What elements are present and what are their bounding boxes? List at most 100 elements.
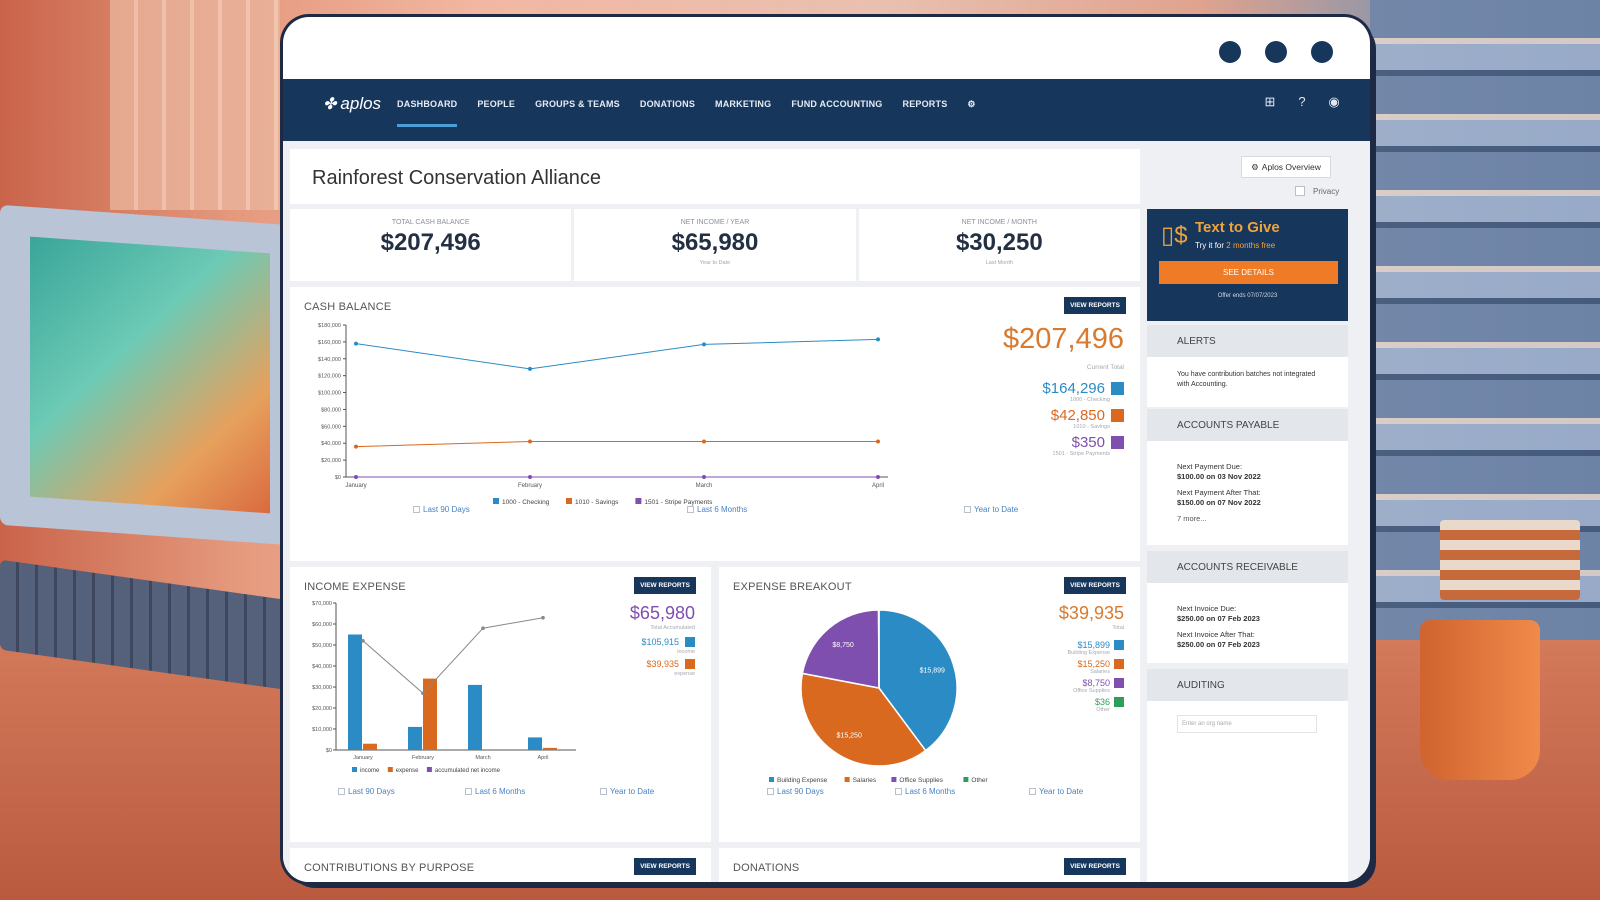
income-expense-panel: INCOME EXPENSE VIEW REPORTS $0 $10,000 $20… bbox=[290, 567, 711, 842]
eb-total-caption: Total bbox=[1112, 625, 1124, 631]
contributions-panel: CONTRIBUTIONS BY PURPOSE VIEW REPORTS bbox=[290, 848, 711, 882]
account-row: $350 bbox=[1072, 434, 1124, 451]
range-year-to-date[interactable]: Year to Date bbox=[964, 505, 1018, 514]
kpi-row: TOTAL CASH BALANCE $207,496 NET INCOME /… bbox=[290, 209, 1140, 281]
range-checkbox[interactable] bbox=[895, 788, 902, 795]
privacy-checkbox[interactable] bbox=[1295, 186, 1305, 196]
expense-item-row: $15,250 bbox=[1034, 659, 1124, 669]
org-header: Rainforest Conservation Alliance bbox=[290, 149, 1140, 204]
range-last-90-days[interactable]: Last 90 Days bbox=[338, 787, 395, 796]
promo-subtitle-prefix: Try it for bbox=[1195, 241, 1225, 250]
view-reports-button[interactable]: VIEW REPORTS bbox=[1064, 858, 1126, 875]
y-tick-label: $0 bbox=[326, 748, 332, 754]
panel-title: INCOME EXPENSE bbox=[304, 581, 406, 593]
y-tick-label: $40,000 bbox=[321, 441, 341, 447]
range-checkbox[interactable] bbox=[600, 788, 607, 795]
privacy-toggle[interactable]: Privacy bbox=[1295, 186, 1339, 196]
nav-right-icons: ⊞ ? ◉ bbox=[1262, 94, 1342, 110]
legend-label: Office Supplies bbox=[899, 777, 943, 784]
data-point bbox=[876, 439, 880, 444]
range-label: Last 90 Days bbox=[423, 505, 470, 514]
range-label: Last 6 Months bbox=[697, 505, 748, 514]
range-label: Last 6 Months bbox=[905, 787, 956, 796]
window-control-dot[interactable] bbox=[1311, 41, 1333, 63]
promo-offer: Offer ends 07/07/2023 bbox=[1217, 293, 1278, 299]
data-point bbox=[481, 626, 485, 630]
next-payment-value: $100.00 on 03 Nov 2022 bbox=[1177, 472, 1261, 481]
legend-label: 1010 - Savings bbox=[575, 499, 619, 506]
kpi-label: NET INCOME / MONTH bbox=[961, 219, 1037, 226]
range-last-6-months[interactable]: Last 6 Months bbox=[895, 787, 955, 796]
aplos-logo[interactable]: ✤ aplos bbox=[323, 94, 381, 114]
after-payment-value: $150.00 on 07 Nov 2022 bbox=[1177, 498, 1261, 507]
ie-total-caption: Total Accumulated bbox=[650, 625, 695, 631]
help-icon[interactable]: ? bbox=[1298, 94, 1306, 109]
range-checkbox[interactable] bbox=[687, 506, 694, 513]
net-income-line bbox=[362, 617, 544, 694]
x-tick-label: March bbox=[475, 755, 490, 761]
legend-swatch bbox=[1114, 697, 1124, 707]
range-year-to-date[interactable]: Year to Date bbox=[1029, 787, 1083, 796]
range-last-90-days[interactable]: Last 90 Days bbox=[413, 505, 470, 514]
nav-item-reports[interactable]: REPORTS bbox=[902, 99, 948, 109]
nav-item-marketing[interactable]: MARKETING bbox=[715, 99, 772, 109]
expense-item-label: Office Supplies bbox=[1073, 688, 1110, 694]
bar bbox=[528, 737, 542, 750]
x-tick-label: January bbox=[353, 755, 373, 761]
cash-balance-line-chart: $0 $20,000 $40,000 $60,000 $80,000 $100,000 $1… bbox=[318, 323, 888, 506]
view-reports-button[interactable]: VIEW REPORTS bbox=[634, 577, 696, 594]
range-year-to-date[interactable]: Year to Date bbox=[600, 787, 654, 796]
alerts-section: ALERTS You have contribution batches not… bbox=[1147, 325, 1348, 407]
nav-item-donations[interactable]: DONATIONS bbox=[639, 99, 696, 109]
data-point bbox=[528, 475, 532, 479]
after-invoice-label: Next Invoice After That: bbox=[1177, 630, 1255, 639]
data-point bbox=[528, 366, 532, 371]
accounts-receivable-section: ACCOUNTS RECEIVABLE Next Invoice Due: $2… bbox=[1147, 551, 1348, 663]
receivable-details: Next Invoice Due: $250.00 on 07 Feb 2023… bbox=[1177, 604, 1260, 650]
grid-icon[interactable]: ⊞ bbox=[1264, 94, 1276, 109]
view-reports-button[interactable]: VIEW REPORTS bbox=[1064, 577, 1126, 594]
legend-label: 1000 - Checking bbox=[502, 499, 550, 506]
range-last-90-days[interactable]: Last 90 Days bbox=[767, 787, 824, 796]
gear-icon[interactable]: ⚙ bbox=[967, 98, 976, 109]
range-last-6-months[interactable]: Last 6 Months bbox=[465, 787, 525, 796]
range-checkbox[interactable] bbox=[413, 506, 420, 513]
account-icon[interactable]: ◉ bbox=[1328, 94, 1340, 109]
panel-title: CASH BALANCE bbox=[304, 301, 392, 313]
background-mug bbox=[1420, 620, 1540, 780]
pie-slice bbox=[801, 609, 880, 689]
next-payment-label: Next Payment Due: bbox=[1177, 462, 1243, 471]
nav-item-dashboard[interactable]: DASHBOARD bbox=[397, 81, 458, 127]
auditing-org-input[interactable]: Enter an org name bbox=[1177, 715, 1317, 733]
x-tick-label: April bbox=[872, 483, 884, 489]
panel-title: CONTRIBUTIONS BY PURPOSE bbox=[304, 862, 475, 874]
range-checkbox[interactable] bbox=[767, 788, 774, 795]
alert-message[interactable]: You have contribution batches not integr… bbox=[1177, 371, 1316, 388]
expense-item-label: Salaries bbox=[1090, 669, 1110, 675]
expense-item-row: $8,750 bbox=[1034, 678, 1124, 688]
data-point bbox=[361, 639, 365, 643]
nav-item-groups-teams[interactable]: GROUPS & TEAMS bbox=[535, 99, 620, 109]
range-checkbox[interactable] bbox=[964, 506, 971, 513]
legend-swatch bbox=[566, 498, 572, 504]
data-point bbox=[541, 615, 545, 620]
range-checkbox[interactable] bbox=[1029, 788, 1036, 795]
ie-expense-row: $39,935 bbox=[646, 659, 695, 669]
see-details-button[interactable]: SEE DETAILS bbox=[1159, 261, 1338, 284]
nav-item-fund-accounting[interactable]: FUND ACCOUNTING bbox=[791, 99, 883, 109]
window-control-dot[interactable] bbox=[1219, 41, 1241, 63]
y-tick-label: $80,000 bbox=[321, 407, 341, 413]
account-amount: $42,850 bbox=[1050, 407, 1105, 424]
account-row: $42,850 bbox=[1051, 407, 1124, 424]
more-link[interactable]: 7 more... bbox=[1177, 514, 1207, 523]
legend-swatch bbox=[352, 767, 357, 772]
aplos-overview-button[interactable]: ⚙ Aplos Overview bbox=[1241, 156, 1331, 178]
view-reports-button[interactable]: VIEW REPORTS bbox=[1064, 297, 1126, 314]
window-control-dot[interactable] bbox=[1265, 41, 1287, 63]
view-reports-button[interactable]: VIEW REPORTS bbox=[634, 858, 696, 875]
range-last-6-months[interactable]: Last 6 Months bbox=[687, 505, 747, 514]
range-checkbox[interactable] bbox=[338, 788, 345, 795]
range-checkbox[interactable] bbox=[465, 788, 472, 795]
nav-item-people[interactable]: PEOPLE bbox=[477, 99, 516, 109]
next-invoice-value: $250.00 on 07 Feb 2023 bbox=[1177, 614, 1260, 623]
